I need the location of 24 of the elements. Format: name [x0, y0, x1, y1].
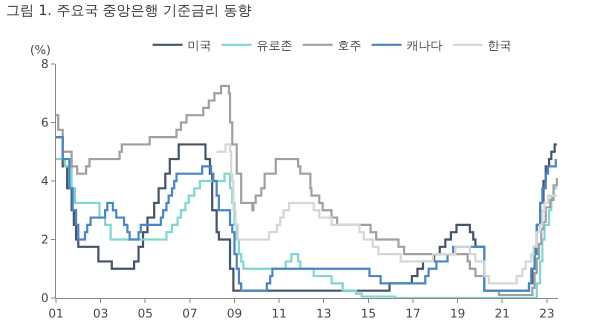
y-tick-label: 6 [40, 116, 49, 130]
y-tick-label: 2 [40, 232, 49, 247]
y-tick-label: 8 [40, 57, 49, 72]
x-tick-label: 23 [539, 306, 554, 320]
legend-label: 호주 [338, 38, 362, 52]
y-tick-label: 4 [40, 174, 49, 188]
x-tick-label: 01 [48, 306, 64, 320]
chart-title: 그림 1. 주요국 중앙은행 기준금리 동향 [6, 2, 252, 19]
y-tick-label: 0 [40, 291, 49, 306]
x-tick-label: 21 [494, 306, 510, 320]
legend-label: 미국 [188, 38, 212, 52]
x-tick-label: 15 [360, 306, 376, 320]
x-tick-label: 17 [405, 306, 421, 320]
x-tick-label: 07 [182, 306, 198, 320]
y-axis-title: (%) [30, 43, 51, 57]
legend-label: 한국 [488, 38, 512, 52]
legend-label: 캐나다 [406, 38, 443, 52]
x-tick-label: 19 [450, 306, 466, 320]
x-tick-label: 11 [271, 306, 287, 320]
x-tick-label: 13 [316, 306, 332, 320]
legend-label: 유로존 [256, 38, 293, 52]
x-tick-label: 03 [92, 306, 108, 320]
x-tick-label: 09 [226, 306, 242, 320]
x-tick-label: 05 [138, 306, 153, 320]
